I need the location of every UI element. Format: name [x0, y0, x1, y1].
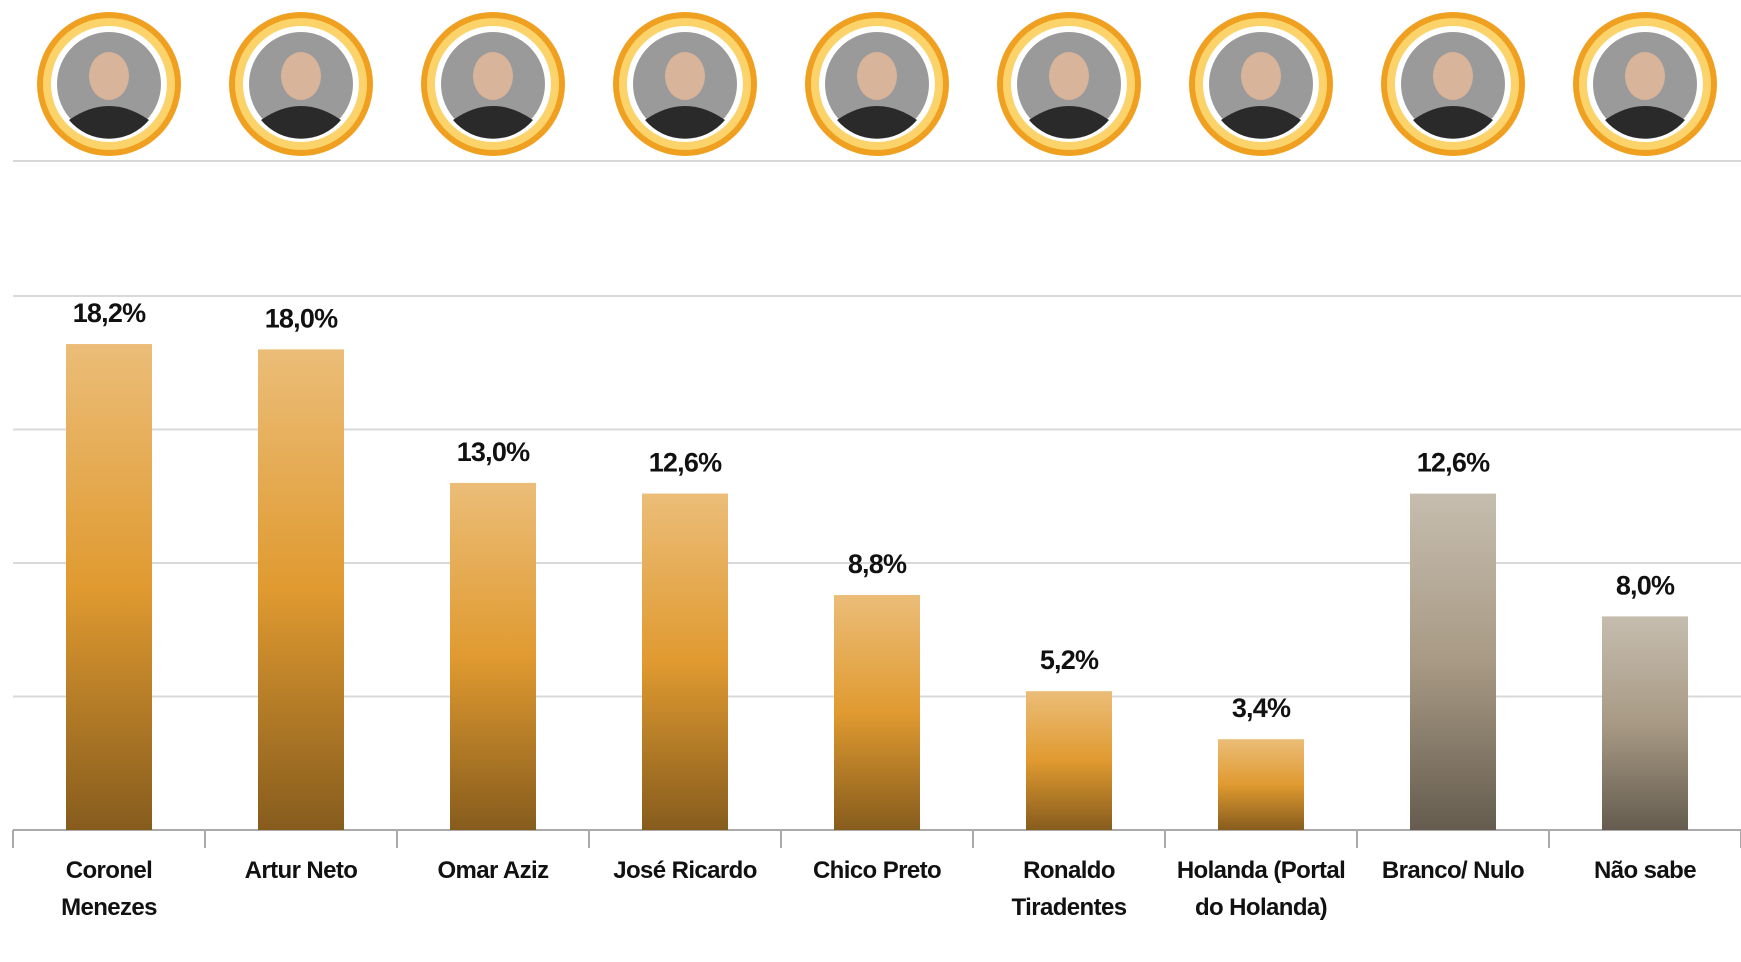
bar: [258, 349, 344, 830]
value-label: 5,2%: [1040, 645, 1099, 675]
avatar: [1573, 12, 1717, 156]
bar: [834, 595, 920, 830]
bar: [450, 483, 536, 830]
value-label: 8,8%: [848, 549, 907, 579]
x-tick-label: José Ricardo: [599, 852, 771, 889]
avatar: [1189, 12, 1333, 156]
value-label: 3,4%: [1232, 693, 1291, 723]
avatar: [421, 12, 565, 156]
avatar: [229, 12, 373, 156]
value-label: 13,0%: [457, 437, 530, 467]
x-tick-label: Holanda (Portal do Holanda): [1175, 852, 1347, 926]
page: 18,2% 18,0% 13,0% 12,6% 8,8% 5,2% 3,4% 12,6% 8,0…: [0, 0, 1741, 962]
x-tick-label: Chico Preto: [791, 852, 963, 889]
x-tick-label: Não sabe: [1559, 852, 1731, 889]
bar: [1218, 739, 1304, 830]
chart: 18,2% 18,0% 13,0% 12,6% 8,8% 5,2% 3,4% 12,6% 8,0…: [0, 0, 1741, 962]
bar: [1026, 691, 1112, 830]
x-tick-label: Omar Aziz: [407, 852, 579, 889]
avatar: [37, 12, 181, 156]
x-tick-label: Ronaldo Tiradentes: [983, 852, 1155, 926]
value-label: 12,6%: [649, 448, 722, 478]
value-label: 12,6%: [1417, 448, 1490, 478]
value-label: 18,0%: [265, 303, 338, 333]
bar: [1410, 494, 1496, 830]
avatar: [805, 12, 949, 156]
x-tick-label: Coronel Menezes: [23, 852, 195, 926]
avatar: [613, 12, 757, 156]
x-tick-label: Branco/ Nulo: [1367, 852, 1539, 889]
value-label: 18,2%: [73, 298, 146, 328]
avatar: [1381, 12, 1525, 156]
bar: [66, 344, 152, 830]
avatar: [997, 12, 1141, 156]
bar: [642, 494, 728, 830]
bar: [1602, 616, 1688, 830]
value-label: 8,0%: [1616, 570, 1675, 600]
x-tick-label: Artur Neto: [215, 852, 387, 889]
